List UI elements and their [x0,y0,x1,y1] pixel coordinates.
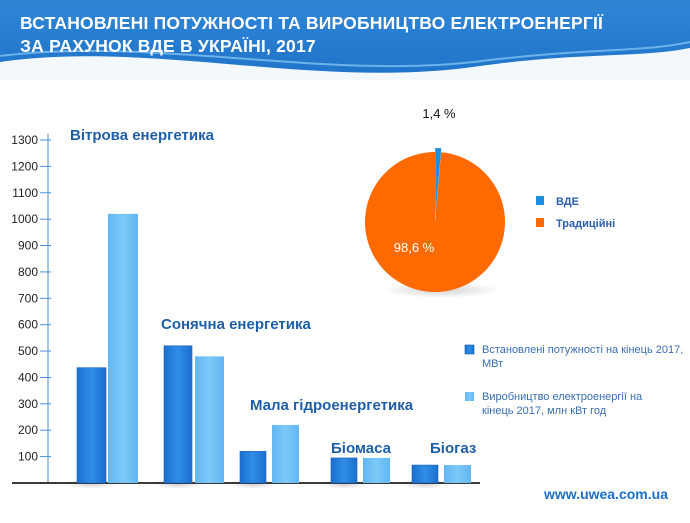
y-tick-label: 100 [18,450,38,464]
category-label: Біомаса [331,440,392,457]
y-tick-label: 1300 [11,133,38,147]
pie-legend-label: Традиційні [556,218,615,230]
pie-slice-traditional [365,152,506,293]
pie-data-label: 98,6 % [394,240,435,255]
legend-label: кінець 2017, млн кВт год [482,405,607,417]
legend-label: МВт [482,358,503,370]
bar-capacity [76,367,107,484]
y-tick-label: 700 [18,291,38,305]
y-tick-label: 1100 [12,186,38,200]
pie-legend-swatch [536,218,544,227]
bar-production [363,457,390,483]
pie-legend-label: ВДЕ [556,196,579,208]
category-label: Біогаз [430,440,476,457]
bar-capacity [411,464,439,484]
title-line-1: ВСТАНОВЛЕНІ ПОТУЖНОСТІ ТА ВИРОБНИЦТВО ЕЛ… [20,13,604,33]
y-tick-label: 500 [18,344,38,358]
bar-capacity [163,345,193,484]
y-tick-label: 900 [18,239,38,253]
bar-production [444,465,471,483]
legend-label: Виробництво електроенергії на [482,391,643,403]
bar-production [195,356,224,483]
header-wave-decoration [0,41,690,80]
title-line-2: ЗА РАХУНОК ВДЕ В УКРАЇНІ, 2017 [20,36,316,56]
footer-url: www.uwea.com.ua [544,486,668,502]
category-label: Мала гідроенергетика [250,397,414,414]
bar-capacity [330,457,358,484]
pie-data-label: 1,4 % [422,106,456,121]
y-tick-label: 300 [18,397,38,411]
bar-capacity [239,451,267,484]
bar-production [272,424,299,483]
header-banner: ВСТАНОВЛЕНІ ПОТУЖНОСТІ ТА ВИРОБНИЦТВО ЕЛ… [0,0,690,80]
y-tick-label: 1200 [11,159,38,173]
y-tick-label: 200 [18,423,38,437]
y-tick-label: 1000 [11,212,38,226]
bar-production [108,213,138,483]
legend-label: Встановлені потужності на кінець 2017, [482,344,683,356]
legend-swatch [464,344,475,355]
category-label: Сонячна енергетика [161,316,311,333]
y-tick-label: 600 [18,318,38,332]
pie-slice-res [435,148,442,219]
category-label: Вітрова енергетика [70,127,215,144]
y-tick-label: 800 [18,265,38,279]
y-tick-label: 400 [18,370,38,384]
legend-swatch [465,392,474,401]
page-title: ВСТАНОВЛЕНІ ПОТУЖНОСТІ ТА ВИРОБНИЦТВО ЕЛ… [20,12,603,58]
pie-legend-swatch [536,196,544,205]
